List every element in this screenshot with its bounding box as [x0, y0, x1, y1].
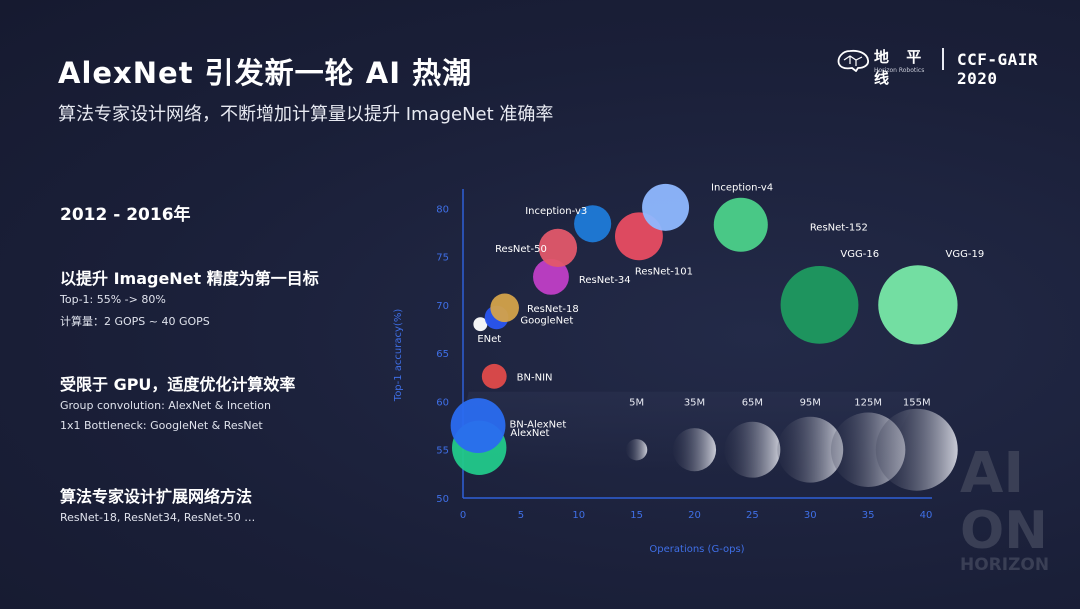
y-tick-label: 50: [436, 494, 449, 505]
y-tick-label: 80: [436, 204, 449, 215]
x-tick-label: 10: [572, 510, 585, 521]
size-legend-bubble: [724, 421, 781, 478]
data-label: ResNet-152: [810, 223, 868, 234]
watermark-line: HORIZON: [960, 555, 1049, 575]
data-point: [450, 398, 506, 453]
logo-en-text: Horizon Robotics: [874, 67, 925, 74]
period-heading: 2012 - 2016年: [60, 205, 191, 225]
data-label: ResNet-101: [635, 266, 693, 277]
size-legend-bubble: [777, 416, 844, 483]
x-tick-label: 25: [746, 510, 759, 521]
data-label: ResNet-18: [527, 304, 579, 315]
watermark-line: ON: [960, 501, 1048, 561]
horizon-logo: 地 平 线 Horizon Robotics: [836, 46, 928, 87]
y-tick-label: 75: [436, 253, 449, 264]
y-axis-label: Top-1 accuracy(%): [393, 309, 404, 403]
section-title-gpu: 受限于 GPU，适度优化计算效率: [60, 375, 296, 394]
x-tick-label: 20: [688, 510, 701, 521]
logo-cn-text: 地 平 线: [874, 48, 928, 87]
data-label: Inception-v3: [525, 206, 587, 217]
data-point: [878, 265, 958, 345]
x-tick-label: 0: [460, 510, 466, 521]
data-point: [533, 258, 569, 295]
y-tick-label: 60: [436, 397, 449, 408]
y-tick-label: 70: [436, 301, 449, 312]
section-line: 1x1 Bottleneck: GoogleNet & ResNet: [60, 419, 263, 432]
size-legend-label: 5M: [629, 398, 644, 409]
size-legend-label: 95M: [800, 398, 821, 409]
data-label: ResNet-50: [495, 244, 547, 255]
section-line: 计算量：2 GOPS ~ 40 GOPS: [60, 315, 210, 328]
data-label: GoogleNet: [520, 315, 573, 326]
data-point: [481, 363, 507, 389]
data-label: Inception-v4: [711, 182, 773, 193]
size-legend-label: 35M: [684, 398, 705, 409]
size-legend-label: 65M: [742, 398, 763, 409]
section-line: ResNet-18, ResNet34, ResNet-50 …: [60, 511, 256, 524]
section-title-accuracy: 以提升 ImageNet 精度为第一目标: [60, 269, 319, 288]
data-label: VGG-16: [840, 249, 879, 260]
x-tick-label: 40: [920, 510, 933, 521]
x-tick-label: 35: [862, 510, 875, 521]
y-tick-label: 65: [436, 349, 449, 360]
data-label: BN-AlexNet: [509, 420, 566, 431]
data-point: [574, 205, 612, 243]
data-label: ResNet-34: [579, 275, 631, 286]
header-divider: [942, 48, 944, 70]
data-label: VGG-19: [946, 249, 985, 260]
x-tick-label: 5: [518, 510, 524, 521]
data-point: [473, 317, 488, 332]
size-legend-label: 155M: [903, 398, 931, 409]
size-legend-bubble: [875, 408, 958, 491]
watermark-line: AI: [960, 441, 1024, 506]
size-legend-bubble: [625, 439, 648, 461]
data-point: [538, 228, 578, 268]
data-label: BN-NIN: [517, 372, 553, 383]
page-title: AlexNet 引发新一轮 AI 热潮: [58, 56, 473, 90]
section-title-expand: 算法专家设计扩展网络方法: [60, 487, 253, 506]
size-legend-label: 125M: [854, 398, 882, 409]
data-point: [713, 197, 768, 252]
ai-on-horizon-watermark: AI ON HORIZON: [960, 441, 1049, 575]
section-line: Top-1: 55% -> 80%: [60, 293, 166, 306]
event-name: CCF-GAIR 2020: [957, 50, 1039, 88]
data-label: AlexNet: [510, 428, 549, 439]
data-label: ENet: [477, 334, 501, 345]
x-tick-label: 30: [804, 510, 817, 521]
page-subtitle: 算法专家设计网络，不断增加计算量以提升 ImageNet 准确率: [58, 104, 554, 125]
x-axis-label: Operations (G-ops): [649, 544, 744, 555]
y-tick-label: 55: [436, 446, 449, 457]
data-point: [780, 265, 859, 344]
size-legend-bubble: [672, 428, 717, 472]
data-point: [642, 183, 690, 231]
data-point: [490, 293, 519, 323]
x-tick-label: 15: [630, 510, 643, 521]
section-line: Group convolution: AlexNet & Incetion: [60, 399, 271, 412]
brain-logo-icon: [837, 49, 870, 72]
